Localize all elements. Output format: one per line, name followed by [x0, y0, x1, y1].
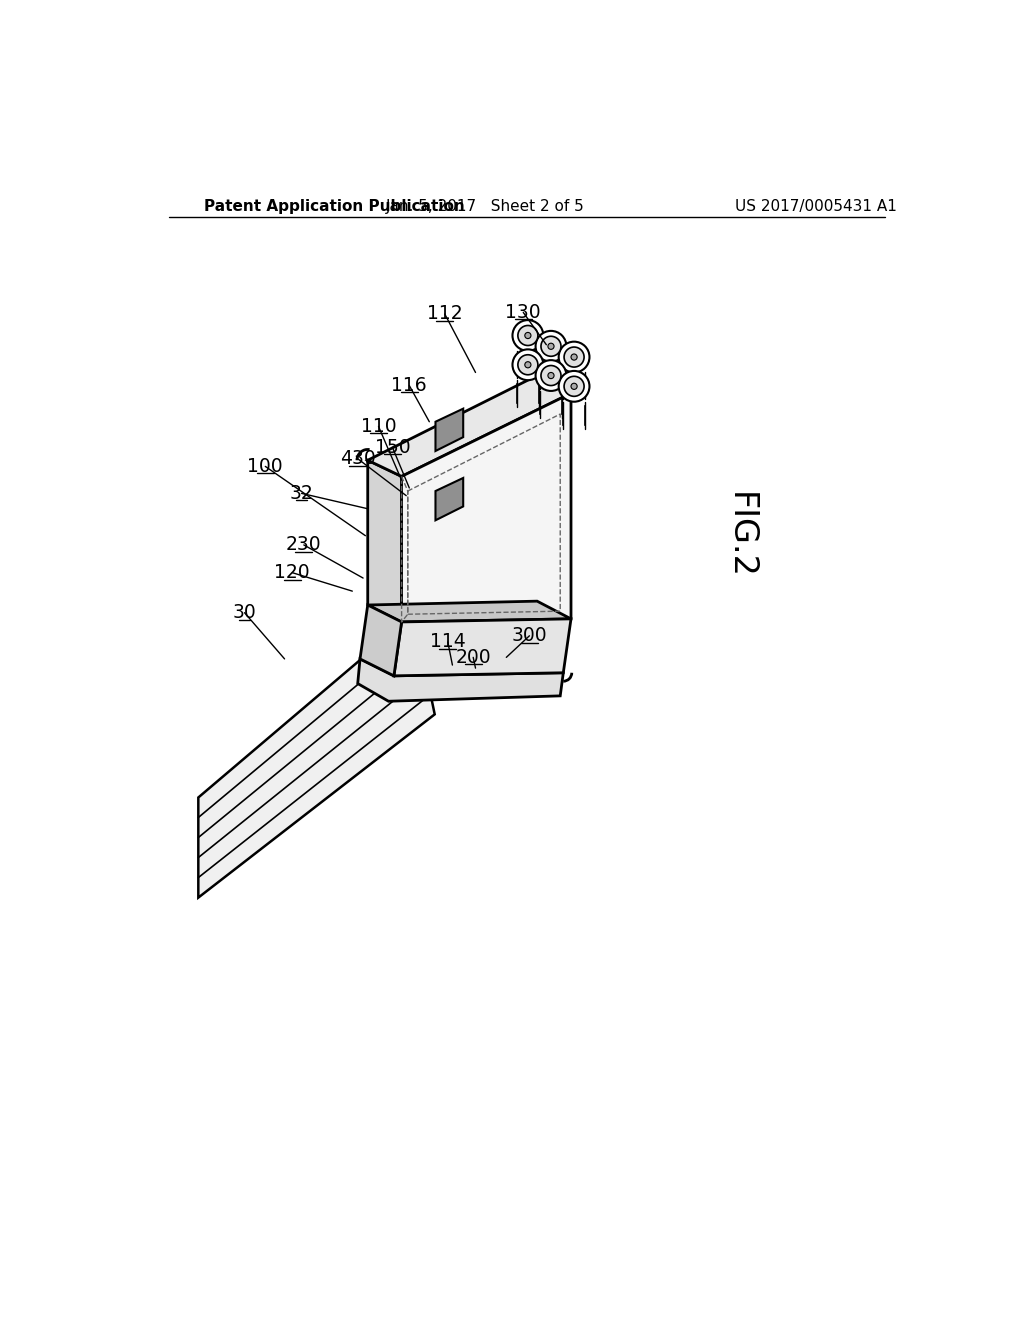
Text: 112: 112	[427, 305, 463, 323]
Circle shape	[559, 342, 590, 372]
Polygon shape	[435, 478, 463, 520]
Circle shape	[559, 371, 590, 401]
Text: 200: 200	[456, 648, 492, 667]
Circle shape	[524, 362, 531, 368]
Text: 100: 100	[248, 457, 283, 477]
Text: 30: 30	[232, 603, 256, 622]
Polygon shape	[368, 376, 571, 477]
Circle shape	[536, 360, 566, 391]
Text: Patent Application Publication: Patent Application Publication	[204, 198, 465, 214]
Text: 120: 120	[274, 564, 310, 582]
Polygon shape	[394, 619, 571, 676]
Polygon shape	[199, 614, 435, 898]
Circle shape	[564, 376, 584, 396]
Polygon shape	[435, 409, 463, 451]
Text: 230: 230	[286, 536, 322, 554]
Polygon shape	[360, 605, 401, 676]
Polygon shape	[401, 393, 571, 622]
Polygon shape	[368, 461, 401, 622]
Circle shape	[512, 350, 544, 380]
Text: 150: 150	[375, 438, 411, 457]
Circle shape	[536, 331, 566, 362]
Text: US 2017/0005431 A1: US 2017/0005431 A1	[735, 198, 897, 214]
Text: 300: 300	[512, 626, 547, 645]
Polygon shape	[357, 659, 563, 701]
Circle shape	[548, 372, 554, 379]
Circle shape	[518, 326, 538, 346]
Circle shape	[564, 347, 584, 367]
Text: FIG.2: FIG.2	[724, 492, 757, 579]
Circle shape	[571, 354, 578, 360]
Circle shape	[518, 355, 538, 375]
Text: 32: 32	[290, 484, 313, 503]
Text: 110: 110	[360, 417, 396, 436]
Polygon shape	[368, 601, 571, 622]
Circle shape	[541, 366, 561, 385]
Text: Jan. 5, 2017   Sheet 2 of 5: Jan. 5, 2017 Sheet 2 of 5	[385, 198, 584, 214]
Circle shape	[541, 337, 561, 356]
Polygon shape	[408, 414, 560, 614]
Text: 116: 116	[391, 376, 427, 395]
Circle shape	[524, 333, 531, 339]
Circle shape	[512, 321, 544, 351]
Circle shape	[548, 343, 554, 350]
Text: 130: 130	[506, 302, 541, 322]
Text: 114: 114	[430, 632, 466, 652]
Text: 430: 430	[340, 449, 376, 469]
Circle shape	[571, 383, 578, 389]
